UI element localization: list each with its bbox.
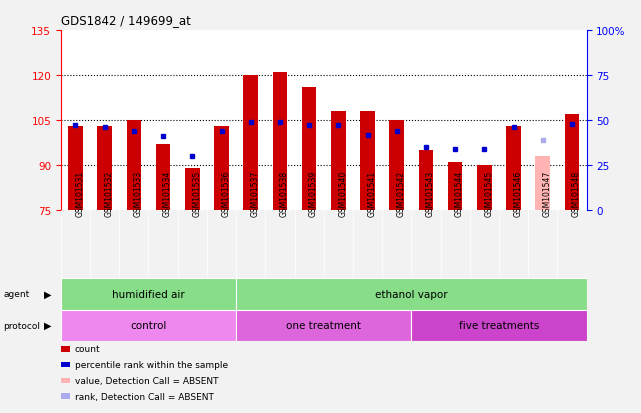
Text: GSM101543: GSM101543 (426, 170, 435, 216)
Bar (360, 112, 375, 211)
Text: agent: agent (3, 290, 29, 299)
Bar (127, 121, 141, 211)
Text: GSM101533: GSM101533 (134, 170, 143, 216)
Text: humidified air: humidified air (112, 289, 185, 299)
Bar (506, 127, 520, 211)
Bar (412, 310, 587, 341)
Text: GSM101539: GSM101539 (309, 170, 318, 216)
Bar (68, 127, 83, 211)
Text: GSM101548: GSM101548 (572, 170, 581, 216)
Bar (535, 157, 550, 211)
Bar (97, 127, 112, 211)
Text: ethanol vapor: ethanol vapor (375, 289, 447, 299)
Text: rank, Detection Call = ABSENT: rank, Detection Call = ABSENT (75, 392, 214, 401)
Text: GSM101538: GSM101538 (280, 170, 289, 216)
Bar (214, 127, 229, 211)
Bar (302, 88, 317, 211)
Text: GSM101537: GSM101537 (251, 170, 260, 216)
Bar (565, 115, 579, 211)
Bar (244, 76, 258, 211)
Text: GSM101540: GSM101540 (338, 170, 347, 216)
Bar (236, 279, 587, 310)
Text: count: count (75, 344, 101, 354)
Bar (61, 310, 236, 341)
Text: GSM101542: GSM101542 (397, 170, 406, 216)
Text: GSM101541: GSM101541 (367, 170, 376, 216)
Text: five treatments: five treatments (459, 320, 539, 330)
Text: GSM101531: GSM101531 (76, 170, 85, 216)
Text: ▶: ▶ (44, 289, 51, 299)
Text: one treatment: one treatment (286, 320, 362, 330)
Text: GSM101547: GSM101547 (543, 170, 552, 216)
Text: GSM101544: GSM101544 (455, 170, 464, 216)
Bar (331, 112, 345, 211)
Text: value, Detection Call = ABSENT: value, Detection Call = ABSENT (75, 376, 219, 385)
Bar (272, 73, 287, 211)
Text: GDS1842 / 149699_at: GDS1842 / 149699_at (61, 14, 191, 27)
Bar (477, 166, 492, 211)
Text: ▶: ▶ (44, 320, 51, 330)
Text: GSM101534: GSM101534 (163, 170, 172, 216)
Bar (448, 163, 462, 211)
Bar (61, 279, 236, 310)
Text: GSM101535: GSM101535 (192, 170, 201, 216)
Text: control: control (130, 320, 167, 330)
Bar (156, 145, 171, 211)
Bar (185, 169, 199, 211)
Text: protocol: protocol (3, 321, 40, 330)
Bar (390, 121, 404, 211)
Bar (419, 151, 433, 211)
Text: percentile rank within the sample: percentile rank within the sample (75, 360, 228, 369)
Bar (236, 310, 412, 341)
Text: GSM101545: GSM101545 (485, 170, 494, 216)
Text: GSM101546: GSM101546 (513, 170, 522, 216)
Text: GSM101532: GSM101532 (104, 170, 113, 216)
Text: GSM101536: GSM101536 (222, 170, 231, 216)
